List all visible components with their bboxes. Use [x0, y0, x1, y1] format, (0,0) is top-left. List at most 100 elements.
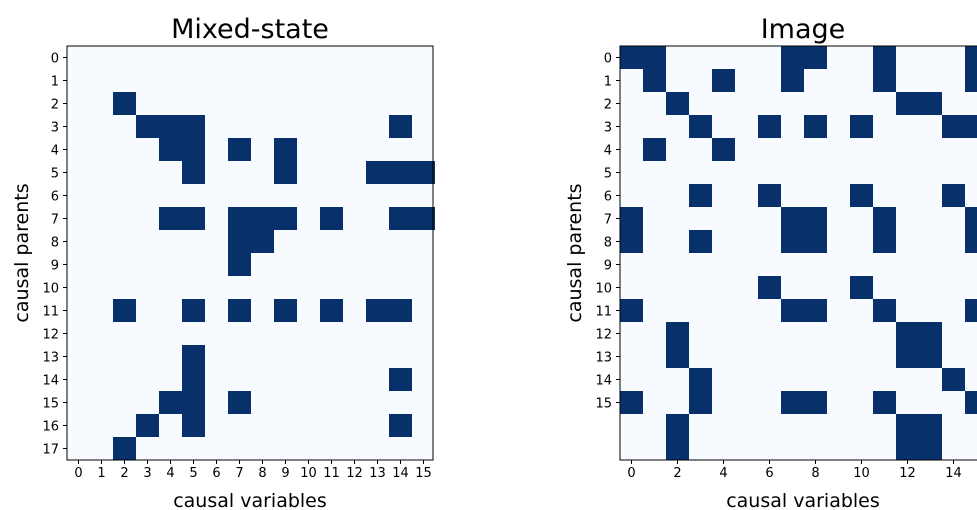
x-tick-label: 4 [719, 466, 727, 481]
x-tick-label: 2 [673, 466, 681, 481]
y-tick-label: 3 [604, 121, 612, 136]
heatmap-cell [620, 299, 643, 322]
x-tick-label: 0 [74, 466, 82, 481]
heatmap-cell [412, 161, 435, 184]
y-axis-label: causal parents [11, 183, 33, 322]
heatmap-cell [228, 391, 251, 414]
heatmap-cell [804, 46, 827, 69]
heatmap-cell [366, 299, 389, 322]
heatmap-cell [366, 161, 389, 184]
heatmap-cell [873, 299, 896, 322]
heatmap-cell [804, 115, 827, 138]
x-tick-label: 10 [853, 466, 870, 481]
heatmap-cell [274, 207, 297, 230]
heatmap-cell [182, 207, 205, 230]
heatmap-cell [965, 391, 977, 414]
heatmap-cell [965, 69, 977, 92]
y-tick-label: 9 [604, 259, 612, 274]
heatmap-cell [896, 437, 919, 460]
y-tick-label: 2 [51, 98, 59, 113]
heatmap-cell [942, 115, 965, 138]
heatmap-cell [942, 184, 965, 207]
heatmap-cell [850, 115, 873, 138]
heatmap-cell [182, 299, 205, 322]
heatmap-cell [804, 207, 827, 230]
x-axis-label: causal variables [173, 490, 327, 510]
heatmap-cell [781, 207, 804, 230]
y-tick-label: 8 [51, 236, 59, 251]
heatmap-cell [389, 368, 412, 391]
heatmap-cell [712, 69, 735, 92]
y-tick-label: 7 [51, 213, 59, 228]
heatmap-cell [689, 115, 712, 138]
x-tick-label: 12 [899, 466, 916, 481]
y-tick-label: 12 [595, 328, 612, 343]
heatmap-cell [804, 299, 827, 322]
heatmap-cell [804, 391, 827, 414]
y-tick-label: 15 [595, 397, 612, 412]
heatmap-cell [228, 253, 251, 276]
x-tick-label: 7 [235, 466, 243, 481]
heatmap-cell [389, 207, 412, 230]
heatmap-cell [965, 230, 977, 253]
heatmap-cell [182, 391, 205, 414]
y-tick-label: 2 [604, 98, 612, 113]
heatmap-cell [689, 368, 712, 391]
x-tick-label: 6 [765, 466, 773, 481]
heatmap-cell [182, 368, 205, 391]
y-tick-label: 0 [604, 52, 612, 67]
heatmap-cell [666, 322, 689, 345]
heatmap-cell [113, 92, 136, 115]
x-tick-label: 14 [392, 466, 409, 481]
y-tick-label: 6 [604, 190, 612, 205]
y-tick-label: 14 [595, 374, 612, 389]
y-tick-label: 7 [604, 213, 612, 228]
heatmap-cell [965, 299, 977, 322]
x-tick-label: 8 [258, 466, 266, 481]
y-tick-label: 17 [42, 443, 59, 458]
y-tick-label: 13 [595, 351, 612, 366]
heatmap-cell [389, 414, 412, 437]
heatmap-cell [896, 322, 919, 345]
heatmap-cell [182, 345, 205, 368]
heatmap-cell [182, 138, 205, 161]
heatmap-cell [251, 230, 274, 253]
heatmap-cell [182, 161, 205, 184]
heatmap-cell [136, 115, 159, 138]
heatmap-cell [873, 230, 896, 253]
heatmap-cell [620, 46, 643, 69]
x-tick-label: 6 [212, 466, 220, 481]
heatmap-cell [781, 230, 804, 253]
heatmap-cell [873, 207, 896, 230]
heatmap-cell [666, 92, 689, 115]
y-tick-label: 1 [51, 75, 59, 90]
y-tick-label: 4 [51, 144, 59, 159]
heatmap-cell [228, 299, 251, 322]
heatmap-cell [850, 276, 873, 299]
y-tick-label: 10 [595, 282, 612, 297]
y-tick-label: 12 [42, 328, 59, 343]
heatmap-cell [182, 414, 205, 437]
x-tick-label: 5 [189, 466, 197, 481]
heatmap-cell [896, 92, 919, 115]
x-tick-label: 2 [120, 466, 128, 481]
heatmap-cell [113, 299, 136, 322]
heatmap-cell [620, 207, 643, 230]
heatmap-cell [251, 207, 274, 230]
heatmap-cell [412, 207, 435, 230]
y-tick-label: 1 [604, 75, 612, 90]
heatmap-cell [689, 391, 712, 414]
heatmap-cell [873, 46, 896, 69]
y-tick-label: 0 [51, 52, 59, 67]
heatmap-cell [666, 414, 689, 437]
plot-frame [66, 45, 434, 461]
y-tick-label: 14 [42, 374, 59, 389]
y-tick-label: 6 [51, 190, 59, 205]
heatmap-cell [781, 299, 804, 322]
heatmap-cell [228, 207, 251, 230]
heatmap-cell [781, 391, 804, 414]
x-tick-label: 11 [323, 466, 340, 481]
heatmap-cell [228, 230, 251, 253]
heatmap-cell [896, 414, 919, 437]
image-heatmap: Image 0 2 4 6 8 10 12 14 0123456789101112131415… [564, 14, 977, 510]
